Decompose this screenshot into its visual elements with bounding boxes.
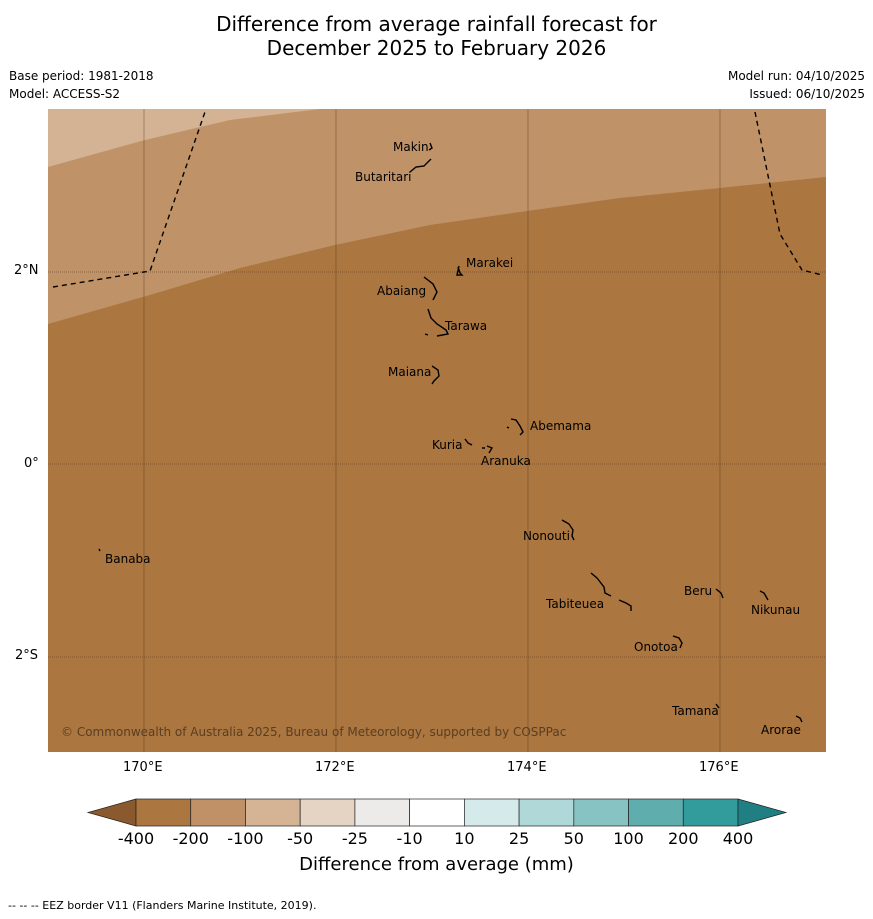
colorbar-cell	[190, 798, 246, 827]
colorbar-cell	[354, 798, 410, 827]
label-marakei: Marakei	[466, 256, 513, 270]
colorbar-cell	[245, 798, 301, 827]
colorbar-under-arrow	[86, 798, 137, 827]
label-maiana: Maiana	[388, 365, 431, 379]
colorbar-title: Difference from average (mm)	[299, 854, 574, 875]
parallels	[48, 271, 826, 658]
title-line-2: December 2025 to February 2026	[266, 36, 607, 60]
region-dry-mid	[48, 109, 826, 324]
colorbar-cell	[464, 798, 520, 827]
island-nonouti	[561, 519, 575, 541]
colorbar-cell	[518, 798, 575, 827]
label-aranuka: Aranuka	[481, 454, 531, 468]
colorbar-tick-label: -10	[396, 829, 423, 848]
lon-label-172e: 172°E	[315, 760, 355, 775]
island-marakei	[456, 265, 464, 276]
island-arorae	[795, 715, 803, 723]
label-onotoa: Onotoa	[634, 640, 678, 654]
colorbar-cell	[135, 798, 192, 827]
colorbar-tick-label: 100	[613, 829, 644, 848]
meta-left: Base period: 1981-2018 Model: ACCESS-S2	[9, 67, 154, 103]
colorbar-tick-label: 400	[722, 829, 754, 848]
colorbar-tick-label: -200	[172, 829, 209, 848]
island-kuria	[464, 438, 473, 446]
colorbar-tick-label: -400	[117, 829, 155, 848]
place-labels: Makin Butaritari Marakei Abaiang Tarawa …	[105, 140, 801, 737]
label-tamana: Tamana	[671, 704, 719, 718]
label-abaiang: Abaiang	[377, 284, 426, 298]
island-banaba	[98, 548, 101, 552]
lon-label-170e: 170°E	[123, 760, 163, 775]
colorbar	[86, 798, 788, 827]
colorbar-cell	[682, 798, 739, 827]
island-maiana	[431, 365, 440, 385]
eez-border	[52, 109, 823, 288]
lat-label-2s: 2°S	[15, 648, 39, 663]
label-kuria: Kuria	[432, 438, 463, 452]
island-butaritari	[409, 158, 432, 173]
label-abemama: Abemama	[530, 419, 591, 433]
island-tamana	[715, 703, 720, 709]
meta-right: Model run: 04/10/2025 Issued: 06/10/2025	[728, 67, 865, 103]
island-abemama	[506, 418, 524, 436]
island-makin	[428, 142, 433, 151]
lon-label-174e: 174°E	[507, 760, 547, 775]
islands	[98, 142, 803, 723]
lon-label-176e: 176°E	[699, 760, 739, 775]
region-dry-light	[48, 109, 320, 167]
model-run: Model run: 04/10/2025	[727, 69, 865, 83]
island-abaiang	[423, 276, 438, 301]
label-nonouti: Nonouti	[523, 529, 570, 543]
island-onotoa	[672, 635, 683, 649]
colorbar-cells	[135, 798, 739, 827]
label-nikunau: Nikunau	[751, 603, 800, 617]
island-aranuka	[482, 445, 494, 454]
eez-east	[754, 111, 823, 276]
copyright-notice: © Commonwealth of Australia 2025, Bureau…	[61, 725, 566, 739]
colorbar-tick-label: 10	[454, 829, 475, 848]
issued-date: Issued: 06/10/2025	[749, 87, 865, 101]
colorbar-cell	[573, 798, 629, 827]
island-tarawa	[424, 308, 450, 337]
colorbar-tick-label: 50	[563, 829, 584, 848]
colorbar-tick-label: 200	[667, 829, 699, 848]
colorbar-tick-label: -50	[287, 829, 314, 848]
lat-label-2n: 2°N	[14, 263, 39, 278]
label-tabiteuea: Tabiteuea	[545, 597, 604, 611]
label-butaritari: Butaritari	[355, 170, 412, 184]
island-tabiteuea	[590, 572, 632, 611]
colorbar-over-arrow	[737, 798, 788, 827]
colorbar-tick-label: -100	[227, 829, 264, 848]
label-tarawa: Tarawa	[444, 319, 487, 333]
island-nikunau	[759, 590, 769, 601]
graticule	[143, 109, 721, 752]
lat-label-eq: 0°	[24, 456, 39, 471]
label-arorae: Arorae	[761, 723, 801, 737]
chart-title: Difference from average rainfall forecas…	[0, 12, 873, 60]
base-period: Base period: 1981-2018	[9, 69, 154, 83]
eez-footnote: -- -- -- EEZ border V11 (Flanders Marine…	[8, 899, 317, 912]
model-name: Model: ACCESS-S2	[9, 87, 121, 101]
colorbar-tick-label: 25	[508, 829, 530, 848]
colorbar-tick-label: -25	[341, 829, 368, 848]
colorbar-cell	[299, 798, 356, 827]
label-beru: Beru	[684, 584, 712, 598]
label-makin: Makin	[393, 140, 429, 154]
colorbar-cell	[628, 798, 684, 827]
colorbar-cell	[409, 798, 465, 827]
label-banaba: Banaba	[105, 552, 151, 566]
map-area: Makin Butaritari Marakei Abaiang Tarawa …	[48, 109, 826, 752]
island-beru	[715, 588, 724, 599]
title-line-1: Difference from average rainfall forecas…	[216, 12, 657, 36]
